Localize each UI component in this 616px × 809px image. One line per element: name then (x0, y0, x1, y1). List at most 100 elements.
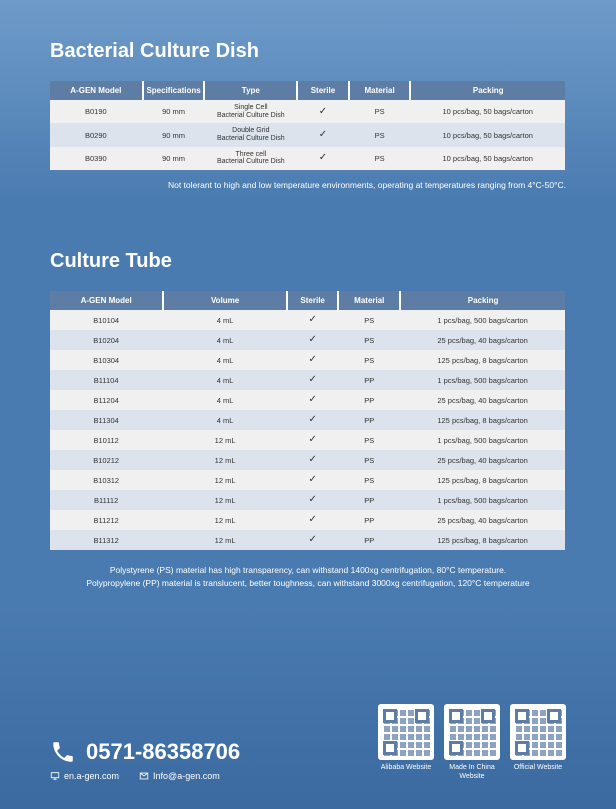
tube-row: B1021212 mL✓PS25 pcs/bag, 40 bags/carton (50, 450, 565, 470)
dish-table: A-GEN ModelSpecificationsTypeSterileMate… (50, 81, 566, 170)
tube-cell: PP (338, 490, 400, 510)
web-link: en.a-gen.com (50, 771, 119, 781)
phone-number: 0571-86358706 (86, 739, 240, 765)
tube-cell: 12 mL (163, 430, 287, 450)
mail-icon (139, 771, 149, 781)
dish-cell: 90 mm (143, 123, 205, 146)
tube-cell: 25 pcs/bag, 40 bags/carton (400, 390, 565, 410)
tube-cell: 12 mL (163, 510, 287, 530)
tube-row: B103044 mL✓PS125 pcs/bag, 8 bags/carton (50, 350, 565, 370)
tube-cell: B10304 (50, 350, 163, 370)
dish-cell: PS (349, 147, 411, 170)
dish-cell: Single CellBacterial Culture Dish (204, 100, 297, 123)
tube-cell: ✓ (287, 450, 339, 470)
tube-cell: PS (338, 310, 400, 330)
tube-notes: Polystyrene (PS) material has high trans… (50, 564, 566, 590)
tube-title: Culture Tube (50, 250, 566, 273)
tube-col-header: Sterile (287, 291, 339, 310)
dish-cell: 90 mm (143, 147, 205, 170)
tube-cell: 12 mL (163, 490, 287, 510)
tube-cell: ✓ (287, 390, 339, 410)
tube-cell: 1 pcs/bag, 500 bags/carton (400, 490, 565, 510)
dish-row: B039090 mmThree cellBacterial Culture Di… (50, 147, 565, 170)
dish-cell: B0390 (50, 147, 143, 170)
tube-row: B112044 mL✓PP25 pcs/bag, 40 bags/carton (50, 390, 565, 410)
tube-cell: PS (338, 330, 400, 350)
tube-row: B1131212 mL✓PP125 pcs/bag, 8 bags/carton (50, 530, 565, 550)
tube-cell: ✓ (287, 350, 339, 370)
tube-cell: B10212 (50, 450, 163, 470)
dish-col-header: Material (349, 81, 411, 100)
dish-cell: 10 pcs/bag, 50 bags/carton (410, 100, 565, 123)
tube-row: B1121212 mL✓PP25 pcs/bag, 40 bags/carton (50, 510, 565, 530)
dish-cell: B0290 (50, 123, 143, 146)
tube-row: B1111212 mL✓PP1 pcs/bag, 500 bags/carton (50, 490, 565, 510)
tube-cell: B10112 (50, 430, 163, 450)
tube-cell: B11312 (50, 530, 163, 550)
tube-cell: 125 pcs/bag, 8 bags/carton (400, 470, 565, 490)
tube-cell: ✓ (287, 370, 339, 390)
tube-cell: PS (338, 450, 400, 470)
qr-label: Made In ChinaWebsite (444, 764, 500, 781)
tube-cell: 125 pcs/bag, 8 bags/carton (400, 530, 565, 550)
tube-cell: ✓ (287, 410, 339, 430)
tube-cell: 125 pcs/bag, 8 bags/carton (400, 350, 565, 370)
dish-cell: PS (349, 123, 411, 146)
qr-item: Made In ChinaWebsite (444, 704, 500, 781)
dish-col-header: Specifications (143, 81, 205, 100)
tube-cell: PS (338, 350, 400, 370)
dish-col-header: Type (204, 81, 297, 100)
tube-cell: 12 mL (163, 450, 287, 470)
tube-cell: B10104 (50, 310, 163, 330)
dish-cell: PS (349, 100, 411, 123)
qr-item: Alibaba Website (378, 704, 434, 781)
tube-cell: B11112 (50, 490, 163, 510)
dish-col-header: A-GEN Model (50, 81, 143, 100)
tube-cell: B11212 (50, 510, 163, 530)
tube-cell: PP (338, 510, 400, 530)
tube-cell: B10204 (50, 330, 163, 350)
dish-cell: ✓ (297, 100, 349, 123)
tube-cell: 4 mL (163, 310, 287, 330)
monitor-icon (50, 771, 60, 781)
dish-cell: 10 pcs/bag, 50 bags/carton (410, 147, 565, 170)
tube-cell: PP (338, 370, 400, 390)
dish-cell: ✓ (297, 123, 349, 146)
phone-icon (50, 739, 76, 765)
tube-cell: B11304 (50, 410, 163, 430)
tube-cell: 1 pcs/bag, 500 bags/carton (400, 430, 565, 450)
tube-cell: PP (338, 410, 400, 430)
tube-cell: 1 pcs/bag, 500 bags/carton (400, 370, 565, 390)
tube-cell: 4 mL (163, 350, 287, 370)
tube-cell: B10312 (50, 470, 163, 490)
dish-cell: Three cellBacterial Culture Dish (204, 147, 297, 170)
dish-cell: 90 mm (143, 100, 205, 123)
tube-cell: B11204 (50, 390, 163, 410)
dish-cell: Double GridBacterial Culture Dish (204, 123, 297, 146)
dish-note: Not tolerant to high and low temperature… (50, 180, 566, 190)
tube-cell: ✓ (287, 490, 339, 510)
tube-cell: ✓ (287, 430, 339, 450)
tube-cell: ✓ (287, 510, 339, 530)
tube-col-header: A-GEN Model (50, 291, 163, 310)
dish-row: B019090 mmSingle CellBacterial Culture D… (50, 100, 565, 123)
tube-cell: ✓ (287, 470, 339, 490)
tube-row: B111044 mL✓PP1 pcs/bag, 500 bags/carton (50, 370, 565, 390)
tube-cell: 4 mL (163, 370, 287, 390)
tube-col-header: Volume (163, 291, 287, 310)
dish-cell: ✓ (297, 147, 349, 170)
dish-cell: 10 pcs/bag, 50 bags/carton (410, 123, 565, 146)
tube-cell: 25 pcs/bag, 40 bags/carton (400, 450, 565, 470)
page-footer: 0571-86358706 en.a-gen.com Info@a-gen.co… (50, 704, 566, 781)
tube-cell: 4 mL (163, 330, 287, 350)
tube-cell: PS (338, 430, 400, 450)
tube-cell: ✓ (287, 330, 339, 350)
tube-cell: ✓ (287, 530, 339, 550)
tube-table: A-GEN ModelVolumeSterileMaterialPacking … (50, 291, 566, 550)
email-link: Info@a-gen.com (139, 771, 220, 781)
tube-cell: PP (338, 390, 400, 410)
qr-code (510, 704, 566, 760)
tube-cell: 125 pcs/bag, 8 bags/carton (400, 410, 565, 430)
tube-cell: 1 pcs/bag, 500 bags/carton (400, 310, 565, 330)
tube-cell: 25 pcs/bag, 40 bags/carton (400, 510, 565, 530)
